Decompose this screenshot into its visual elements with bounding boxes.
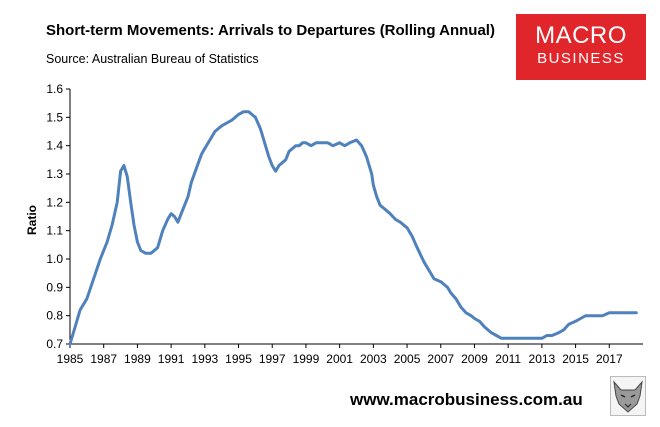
y-tick-label: 0.7	[46, 337, 63, 351]
macrobusiness-logo: MACRO BUSINESS	[516, 14, 646, 80]
x-tick-label: 2015	[562, 352, 589, 366]
chart-title: Short-term Movements: Arrivals to Depart…	[46, 22, 495, 39]
y-tick-label: 1.6	[46, 82, 63, 96]
y-tick-label: 1.5	[46, 110, 63, 124]
y-tick-label: 1.4	[46, 139, 63, 153]
y-tick-label: 0.9	[46, 280, 63, 294]
x-tick-label: 1985	[57, 352, 84, 366]
x-tick-label: 2009	[461, 352, 488, 366]
y-tick-label: 1.1	[46, 224, 63, 238]
y-tick-label: 1.3	[46, 167, 63, 181]
x-tick-label: 1999	[293, 352, 320, 366]
x-tick-label: 2007	[427, 352, 454, 366]
x-tick-label: 1997	[259, 352, 286, 366]
series-group	[68, 110, 638, 346]
y-axis-label: Ratio	[25, 205, 39, 235]
x-tick-label: 2001	[326, 352, 353, 366]
y-tick-label: 1.2	[46, 195, 63, 209]
x-tick-label: 1987	[90, 352, 117, 366]
fox-head-icon	[610, 376, 646, 416]
logo-line-macro: MACRO	[535, 22, 627, 49]
x-tick-label: 2011	[495, 352, 521, 366]
y-tick-label: 1.0	[46, 252, 63, 266]
x-tick-label: 2005	[394, 352, 421, 366]
x-tick-label: 1993	[191, 352, 218, 366]
x-tick-label: 1995	[225, 352, 252, 366]
website-url: www.macrobusiness.com.au	[350, 390, 583, 409]
x-tick-label: 2017	[596, 352, 623, 366]
ratio-series-line	[68, 110, 638, 346]
x-tick-label: 2013	[529, 352, 556, 366]
logo-line-business: BUSINESS	[537, 50, 625, 67]
y-tick-labels: 0.7 0.8 0.9 1.0 1.1 1.2 1.3 1.4 1.5 1.6	[46, 82, 70, 351]
x-tick-label: 1991	[158, 352, 185, 366]
chart-source: Source: Australian Bureau of Statistics	[46, 52, 259, 66]
x-tick-label: 2003	[360, 352, 387, 366]
chart-axes	[69, 89, 643, 345]
x-tick-labels: 1985 1987 1989 1991 1993 1995 1997 1999 2001 2003…	[57, 344, 623, 366]
x-tick-label: 1989	[124, 352, 151, 366]
y-tick-label: 0.8	[46, 309, 63, 323]
